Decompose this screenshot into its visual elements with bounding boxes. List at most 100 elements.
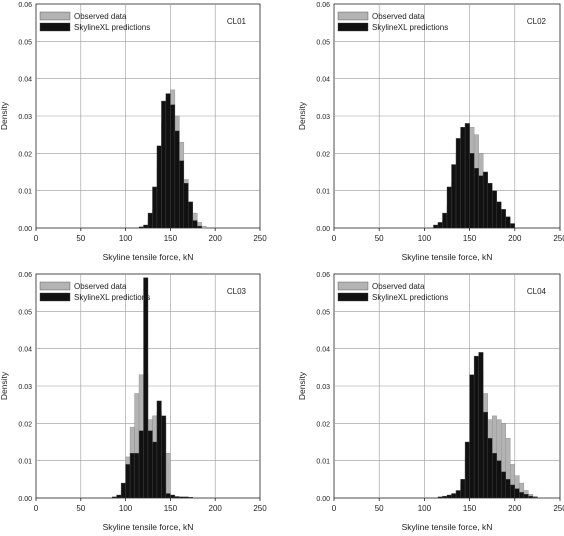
legend-label-predicted: SkylineXL predictions xyxy=(74,23,150,32)
y-tick-label: 0.02 xyxy=(316,421,330,428)
observed-bar xyxy=(201,225,207,229)
predicted-bar xyxy=(464,123,470,229)
legend-swatch-predicted xyxy=(337,292,369,302)
y-tick-label: 0.01 xyxy=(316,459,330,466)
y-tick-label: 0.00 xyxy=(18,496,32,503)
predicted-bar xyxy=(152,186,158,229)
predicted-bar xyxy=(519,492,525,499)
x-tick-label: 200 xyxy=(209,504,223,513)
predicted-bar xyxy=(510,223,515,229)
predicted-bar xyxy=(152,441,158,499)
predicted-bar xyxy=(523,494,529,499)
predicted-bar xyxy=(156,400,162,499)
x-tick-label: 250 xyxy=(553,504,564,513)
y-tick-label: 0.00 xyxy=(316,496,330,503)
predicted-bar xyxy=(138,226,144,229)
legend-swatch-predicted xyxy=(337,22,369,32)
legend-label-observed: Observed data xyxy=(372,282,425,291)
x-tick-label: 50 xyxy=(375,504,384,513)
legend: Observed data SkylineXL predictions xyxy=(39,11,150,32)
panel-label: CL01 xyxy=(227,17,247,26)
predicted-bar xyxy=(442,495,448,499)
predicted-bar xyxy=(138,430,144,499)
x-tick-label: 150 xyxy=(463,504,477,513)
y-tick-label: 0.04 xyxy=(316,347,330,354)
legend-label-observed: Observed data xyxy=(74,282,127,291)
x-tick-label: 0 xyxy=(34,504,39,513)
predicted-bar xyxy=(482,171,488,229)
y-tick-label: 0.05 xyxy=(18,39,32,46)
legend: Observed data SkylineXL predictions xyxy=(337,281,448,302)
y-tick-label: 0.04 xyxy=(18,347,32,354)
predicted-bar xyxy=(492,190,497,229)
y-tick-label: 0.04 xyxy=(18,77,32,84)
y-axis-label: Density xyxy=(297,371,307,400)
predicted-bar xyxy=(473,168,479,229)
y-tick-label: 0.04 xyxy=(316,77,330,84)
observed-bar xyxy=(165,453,171,499)
predicted-series xyxy=(437,352,538,499)
y-tick-label: 0.03 xyxy=(18,384,32,391)
legend-swatch-observed xyxy=(337,281,369,291)
predicted-series xyxy=(138,93,202,229)
predicted-bar xyxy=(143,224,149,229)
predicted-bar xyxy=(437,496,443,499)
y-tick-label: 0.03 xyxy=(18,114,32,121)
y-axis-label: Density xyxy=(297,101,307,130)
x-tick-label: 250 xyxy=(553,234,564,243)
predicted-bar xyxy=(532,497,538,499)
x-tick-label: 250 xyxy=(253,504,267,513)
panel-label: CL02 xyxy=(527,17,547,26)
predicted-bar xyxy=(487,182,493,229)
predicted-bar xyxy=(455,138,461,229)
x-axis-label: Skyline tensile force, kN xyxy=(402,522,493,532)
y-tick-label: 0.06 xyxy=(316,2,330,9)
x-tick-label: 100 xyxy=(119,504,133,513)
y-tick-label: 0.02 xyxy=(316,151,330,158)
predicted-bar xyxy=(183,182,189,229)
predicted-bar xyxy=(143,277,149,499)
predicted-bar xyxy=(442,212,448,229)
predicted-bar xyxy=(496,201,502,229)
legend-swatch-predicted xyxy=(39,292,71,302)
legend-label-predicted: SkylineXL predictions xyxy=(74,293,150,302)
x-tick-label: 50 xyxy=(76,234,85,243)
predicted-bar xyxy=(478,352,484,499)
x-axis-label: Skyline tensile force, kN xyxy=(103,252,194,262)
predicted-bar xyxy=(156,145,162,229)
x-tick-label: 200 xyxy=(508,504,522,513)
predicted-bar xyxy=(514,488,520,499)
predicted-bar xyxy=(129,453,135,499)
predicted-bar xyxy=(174,496,180,499)
y-tick-label: 0.02 xyxy=(18,421,32,428)
y-tick-label: 0.05 xyxy=(316,39,330,46)
predicted-bar xyxy=(192,220,198,229)
predicted-bar xyxy=(501,471,506,499)
x-tick-label: 100 xyxy=(418,504,432,513)
legend-label-predicted: SkylineXL predictions xyxy=(372,293,448,302)
predicted-bar xyxy=(170,494,176,499)
predicted-bar xyxy=(161,415,167,499)
predicted-bar xyxy=(116,494,122,499)
y-tick-label: 0.05 xyxy=(18,309,32,316)
predicted-bar xyxy=(492,453,497,499)
x-tick-label: 150 xyxy=(164,234,178,243)
x-tick-label: 0 xyxy=(332,504,337,513)
x-tick-label: 50 xyxy=(375,234,384,243)
legend: Observed data SkylineXL predictions xyxy=(337,11,448,32)
y-tick-label: 0.03 xyxy=(316,114,330,121)
x-axis-label: Skyline tensile force, kN xyxy=(402,252,493,262)
predicted-series xyxy=(111,277,194,499)
y-axis-label: Density xyxy=(0,101,9,130)
legend-label-observed: Observed data xyxy=(74,12,127,21)
chart-panel-cl03: 0 50 100 150 200 250 0.00 0.01 0.02 0.03 0.04 0.05 0… xyxy=(0,272,267,532)
predicted-bar xyxy=(179,496,185,499)
legend-swatch-observed xyxy=(39,11,71,21)
legend: Observed data SkylineXL predictions xyxy=(39,281,150,302)
x-tick-label: 50 xyxy=(76,504,85,513)
legend-label-observed: Observed data xyxy=(372,12,425,21)
x-tick-label: 100 xyxy=(119,234,133,243)
predicted-bar xyxy=(501,209,506,229)
x-tick-label: 200 xyxy=(508,234,522,243)
predicted-bar xyxy=(455,490,461,499)
